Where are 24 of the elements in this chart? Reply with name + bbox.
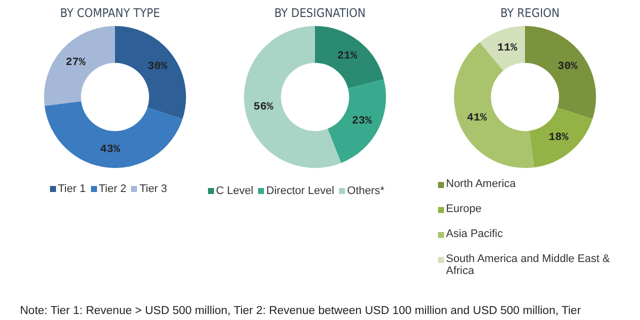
chart-title: BY REGION	[499, 6, 561, 20]
data-label: 30%	[148, 60, 168, 73]
legend-label: Others*	[347, 185, 384, 197]
legend-label: Tier 1	[58, 183, 86, 195]
data-label: 21%	[337, 50, 358, 62]
legend-label: Tier 2	[98, 183, 126, 195]
legend-label: Europe	[446, 203, 482, 215]
legend-label: Tier 3	[139, 183, 168, 195]
data-label: 43%	[100, 144, 120, 156]
legend-label: C Level	[216, 185, 254, 197]
text: Note: Tier 1: Revenue > USD 500 million, Tier 2: Revenue between USD 100 million and USD 500 million, Tier	[20, 305, 581, 317]
chart-title: BY DESIGNATION	[273, 6, 367, 20]
legend-label: Director Level	[266, 185, 334, 197]
data-label: 41%	[466, 112, 488, 125]
legend-label: Asia Pacific	[446, 228, 503, 240]
data-label: 18%	[548, 132, 569, 144]
legend-label: South America and Middle East & Africa	[446, 253, 611, 277]
data-label: 56%	[253, 102, 274, 114]
chart-title: BY COMPANY TYPE	[59, 6, 161, 20]
legend-label: North America	[446, 178, 516, 190]
data-label: 30%	[558, 60, 578, 73]
data-label: 11%	[497, 42, 518, 54]
data-label: 23%	[352, 116, 372, 128]
data-label: 27%	[66, 57, 86, 70]
